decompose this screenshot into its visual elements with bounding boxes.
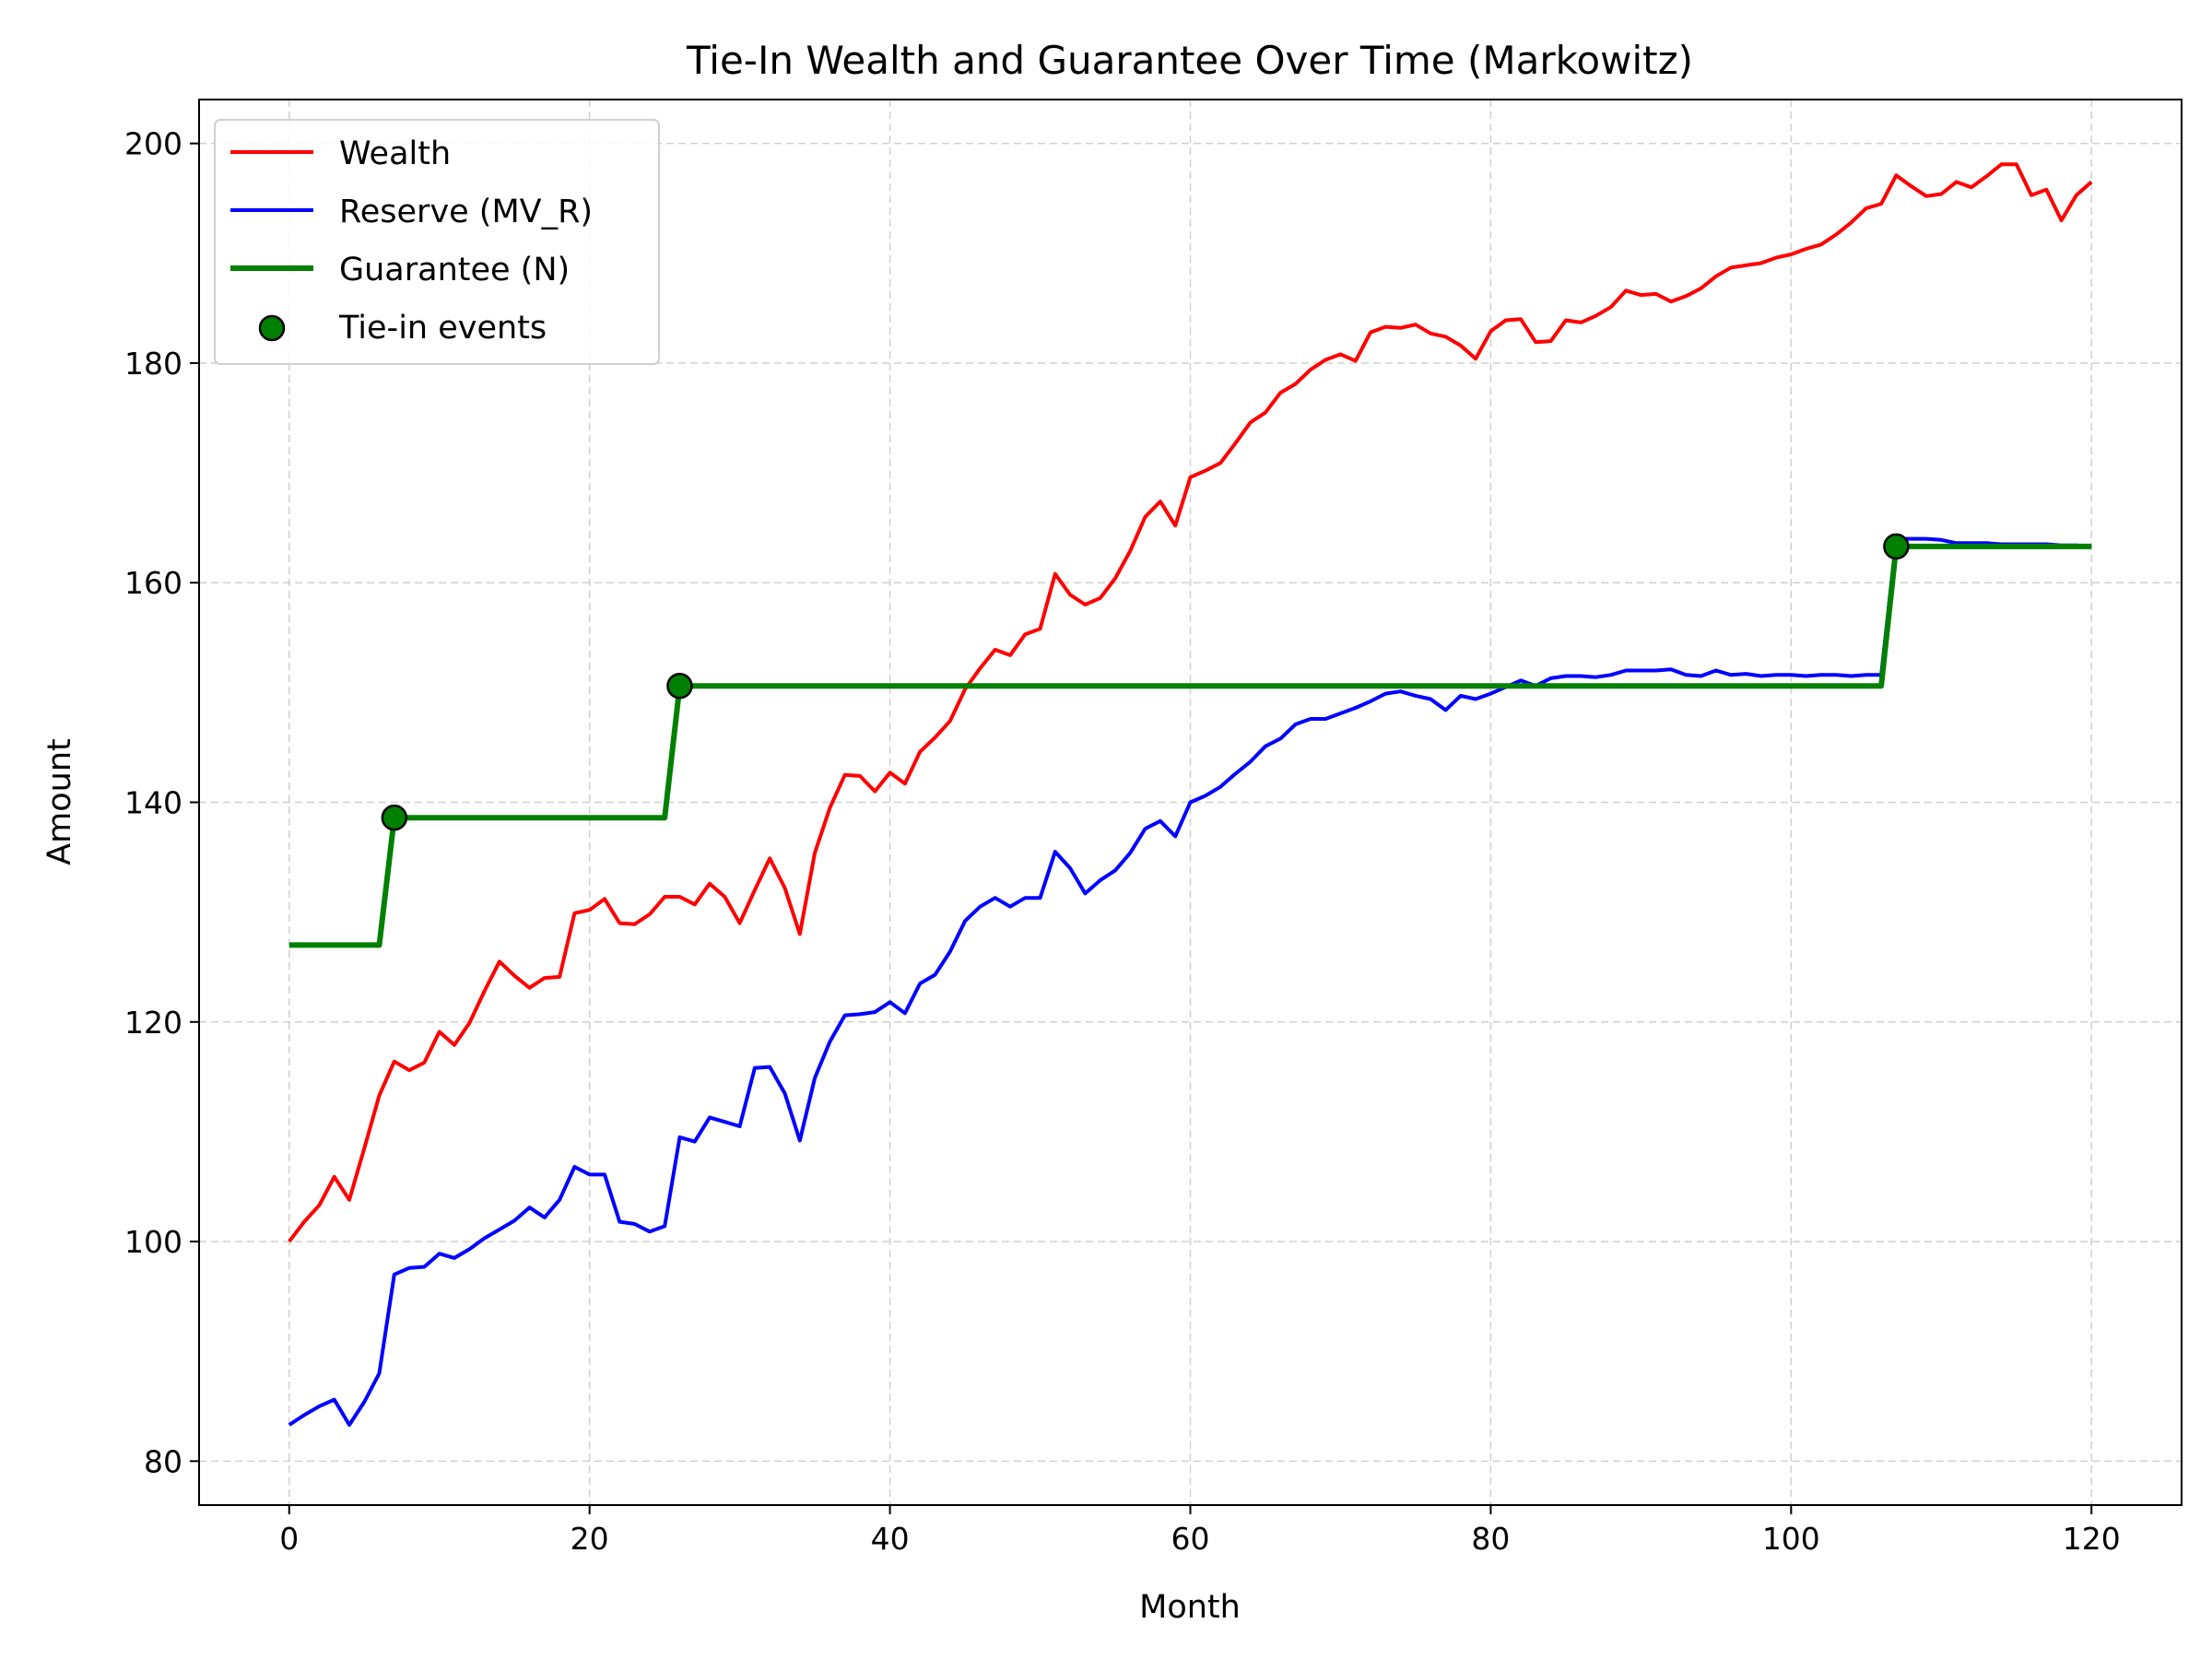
legend-label: Wealth <box>339 135 451 172</box>
legend-item: Reserve (MV_R) <box>230 194 593 230</box>
x-tick-label: 60 <box>1171 1521 1210 1557</box>
x-tick-label: 20 <box>571 1521 609 1557</box>
y-tick-label: 120 <box>124 1005 182 1041</box>
tie-in-event-marker <box>666 672 693 700</box>
legend-box <box>214 119 660 365</box>
y-tick-label: 180 <box>124 346 182 382</box>
y-tick-label: 160 <box>124 565 182 601</box>
tie-in-event-marker <box>1883 533 1910 560</box>
wealth-line <box>288 162 2093 1243</box>
axis-ticks: 0 20 40 60 80 100 120 80 100 120 140 160 180 200 <box>124 126 2121 1557</box>
y-tick-label: 80 <box>144 1443 182 1479</box>
x-tick-label: 0 <box>279 1521 299 1557</box>
legend-label: Guarantee (N) <box>339 252 570 288</box>
chart-title: Tie-In Wealth and Guarantee Over Time (M… <box>686 38 1693 83</box>
y-tick-label: 200 <box>124 126 182 162</box>
y-tick-label: 140 <box>124 785 182 821</box>
legend: Wealth Reserve (MV_R) Guarantee (N) Tie-in … <box>214 119 660 365</box>
legend-marker-swatch <box>258 314 286 342</box>
legend-label: Reserve (MV_R) <box>339 194 593 230</box>
reserve-mv-r-line <box>288 536 2092 1427</box>
x-tick-label: 100 <box>1762 1521 1820 1557</box>
guarantee-n-line <box>288 543 2092 948</box>
legend-item: Wealth <box>230 135 451 172</box>
x-tick-label: 120 <box>2063 1521 2121 1557</box>
x-tick-label: 80 <box>1471 1521 1510 1557</box>
x-tick-label: 40 <box>871 1521 910 1557</box>
tie-in-event-marker <box>381 804 408 831</box>
x-axis-label: Month <box>1139 1589 1241 1626</box>
plot-area <box>288 162 2093 1427</box>
legend-item: Guarantee (N) <box>230 252 570 288</box>
legend-label: Tie-in events <box>338 310 547 347</box>
y-axis-label: Amount <box>41 738 78 865</box>
y-tick-label: 100 <box>124 1224 182 1260</box>
legend-item: Tie-in events <box>258 310 547 347</box>
